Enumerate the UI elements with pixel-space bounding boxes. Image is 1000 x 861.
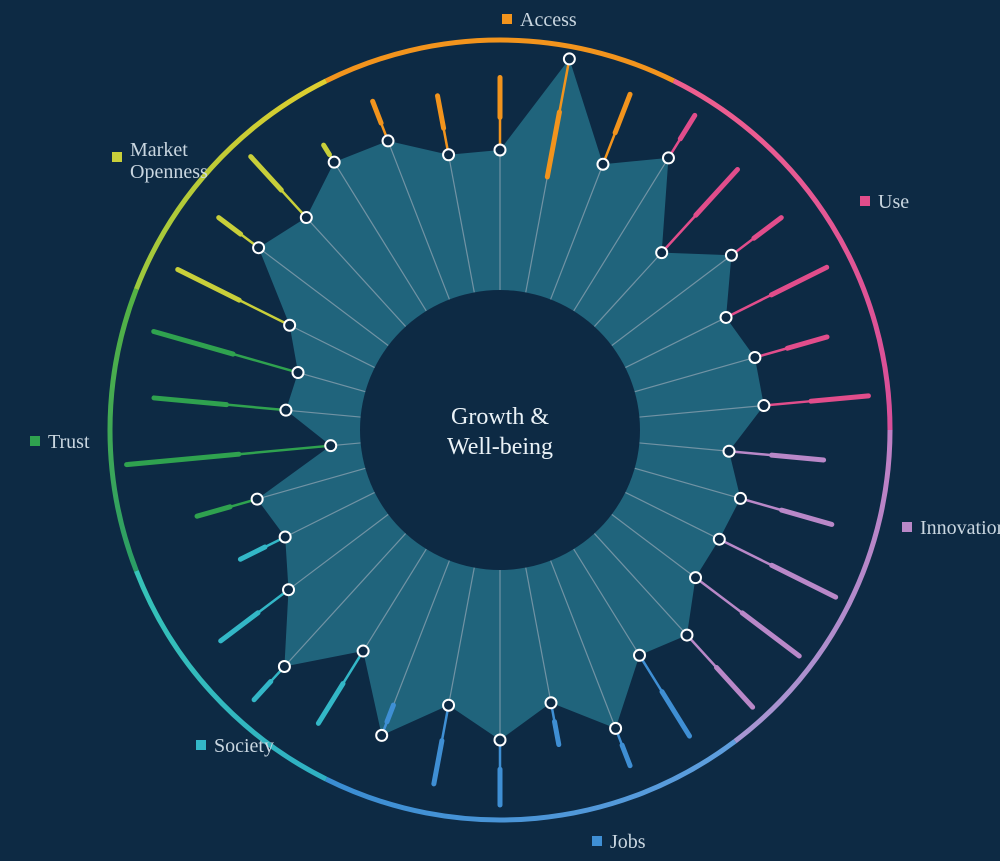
category-label: Innovation xyxy=(920,517,1000,539)
spoke-thick xyxy=(127,454,239,464)
marker xyxy=(280,531,291,542)
marker xyxy=(280,405,291,416)
category-bullet xyxy=(860,196,870,206)
spoke-thick xyxy=(555,722,559,745)
category-label: Market xyxy=(130,139,188,161)
marker xyxy=(325,440,336,451)
spoke-thick xyxy=(154,331,233,354)
ring-arc-jobs xyxy=(326,741,735,820)
marker xyxy=(253,242,264,253)
spoke-thin xyxy=(719,539,771,565)
spoke-thick xyxy=(615,94,630,132)
marker xyxy=(610,723,621,734)
spoke-thick xyxy=(662,692,690,736)
marker xyxy=(564,53,575,64)
category-label: Jobs xyxy=(610,831,646,853)
marker xyxy=(690,572,701,583)
marker xyxy=(284,320,295,331)
spoke-thick xyxy=(811,396,869,401)
marker xyxy=(495,145,506,156)
category-label: Trust xyxy=(48,431,90,453)
marker xyxy=(634,650,645,661)
spoke-thick xyxy=(219,218,241,235)
spoke-thin xyxy=(764,401,811,405)
marker xyxy=(376,730,387,741)
marker xyxy=(252,494,263,505)
spoke-thick xyxy=(178,270,240,301)
spoke-thick xyxy=(622,745,630,766)
category-label: Access xyxy=(520,9,577,31)
spoke-thick xyxy=(696,169,738,215)
spoke-thick xyxy=(324,145,330,154)
spoke-thick xyxy=(154,398,227,405)
spoke-thick xyxy=(434,741,442,784)
center-label-line: Growth & xyxy=(451,404,549,430)
spoke-thick xyxy=(772,565,836,597)
marker xyxy=(279,661,290,672)
category-bullet xyxy=(196,740,206,750)
spoke-thick xyxy=(772,455,824,460)
marker xyxy=(329,157,340,168)
spoke-thick xyxy=(251,157,282,191)
marker xyxy=(656,247,667,258)
ring-arc-trust xyxy=(110,289,136,571)
ring-arc-access xyxy=(326,40,674,81)
spoke-thick xyxy=(754,218,781,239)
category-bullet xyxy=(592,836,602,846)
spoke-thick xyxy=(254,681,271,699)
spoke-thick xyxy=(318,684,343,724)
marker xyxy=(721,312,732,323)
radial-chart: Growth & Well-being Access Use Innovation Job… xyxy=(0,0,1000,861)
spoke-thick xyxy=(742,613,799,656)
marker xyxy=(383,135,394,146)
center-label-line: Well-being xyxy=(447,434,553,460)
marker xyxy=(293,367,304,378)
marker xyxy=(681,630,692,641)
category-bullet xyxy=(902,522,912,532)
spoke-thin xyxy=(233,354,298,372)
inner-circle xyxy=(360,290,640,570)
category-label: Openness xyxy=(130,161,208,183)
marker xyxy=(443,700,454,711)
marker xyxy=(495,735,506,746)
category-bullet xyxy=(502,14,512,24)
spoke-thin xyxy=(726,295,771,318)
marker xyxy=(283,584,294,595)
marker xyxy=(301,212,312,223)
marker xyxy=(443,149,454,160)
category-bullet xyxy=(112,152,122,162)
spoke-thin xyxy=(662,215,696,252)
spoke-thin xyxy=(227,405,286,411)
category-bullet xyxy=(30,436,40,446)
marker xyxy=(358,646,369,657)
spoke-thick xyxy=(680,115,694,138)
marker xyxy=(735,493,746,504)
marker xyxy=(724,446,735,457)
spoke-thin xyxy=(239,446,331,455)
marker xyxy=(749,352,760,363)
marker xyxy=(714,534,725,545)
spoke-thick xyxy=(221,613,258,641)
spoke-thin xyxy=(696,578,743,613)
spoke-thin xyxy=(687,635,717,667)
marker xyxy=(545,697,556,708)
category-label: Use xyxy=(878,191,909,213)
marker xyxy=(758,400,769,411)
spoke-thick xyxy=(771,267,826,295)
spoke-thick xyxy=(717,667,753,707)
spoke-thick xyxy=(240,547,265,559)
marker xyxy=(663,152,674,163)
spoke-thick xyxy=(438,96,444,128)
spoke-thick xyxy=(373,101,381,123)
category-label: Society xyxy=(214,735,274,757)
marker xyxy=(597,159,608,170)
spoke-thick xyxy=(197,507,230,516)
marker xyxy=(726,250,737,261)
spoke-thick xyxy=(782,510,832,524)
spoke-thick xyxy=(787,337,827,348)
